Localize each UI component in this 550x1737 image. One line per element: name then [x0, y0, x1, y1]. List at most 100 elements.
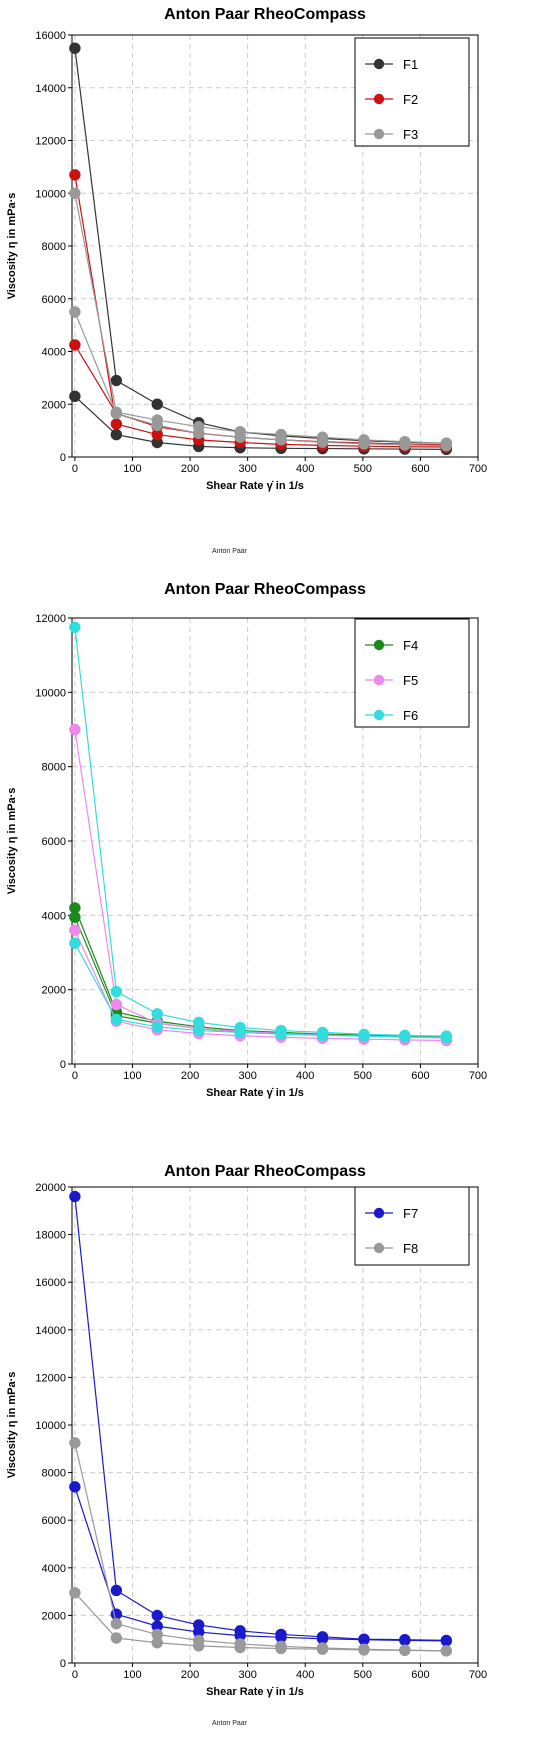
legend: F7 F8: [354, 1186, 470, 1266]
series-line: [74, 174, 447, 448]
y-axis-label: Viscosity η in mPa·s: [6, 1372, 18, 1479]
legend-marker: [373, 1242, 385, 1254]
y-tick-label: 12000: [35, 1372, 66, 1384]
legend-label: F2: [403, 92, 418, 107]
x-tick-label: 600: [411, 1070, 429, 1082]
y-tick-label: 2000: [42, 399, 66, 411]
data-point: [234, 1641, 246, 1654]
x-tick-label: 200: [181, 1070, 199, 1082]
legend-label: F7: [403, 1206, 418, 1221]
y-tick-label: 4000: [42, 347, 66, 359]
legend-label: F8: [403, 1241, 418, 1256]
legend: F1 F2 F3: [354, 37, 470, 147]
data-point: [69, 187, 81, 199]
x-tick-label: 500: [354, 1070, 372, 1082]
legend-label: F3: [403, 127, 418, 142]
chart-panel-1: Anton Paar RheoCompass 0 100 200 300 400 500 6…: [0, 0, 550, 575]
data-point: [69, 306, 81, 318]
y-tick-label: 2000: [42, 1610, 66, 1622]
x-tick-label: 700: [469, 1070, 487, 1082]
series-F2: [69, 169, 453, 453]
y-tick-label: 12000: [35, 613, 66, 625]
y-tick-label: 10000: [35, 1420, 66, 1432]
legend-marker: [373, 128, 385, 140]
chart-title: Anton Paar RheoCompass: [164, 6, 366, 23]
data-point: [110, 418, 123, 430]
series-F7: [69, 1190, 453, 1647]
data-point: [69, 937, 81, 949]
series-line: [74, 1486, 447, 1642]
legend-marker: [373, 58, 385, 70]
x-axis-label: Shear Rate γ̇ in 1/s: [206, 1686, 304, 1698]
y-axis-label: Viscosity η in mPa·s: [6, 788, 18, 895]
data-point: [69, 339, 81, 351]
y-tick-label: 16000: [35, 30, 66, 42]
data-point: [234, 431, 246, 443]
x-tick-label: 0: [72, 1669, 78, 1681]
y-tick-label: 6000: [42, 1515, 66, 1527]
x-tick-label: 600: [411, 463, 429, 475]
legend-marker: [373, 1207, 385, 1219]
data-point: [192, 1640, 205, 1652]
data-point: [69, 169, 81, 181]
data-point: [358, 438, 370, 450]
data-point: [399, 1031, 411, 1043]
y-tick-label: 0: [60, 1059, 66, 1071]
x-tick-label: 400: [296, 1070, 314, 1082]
x-tick-label: 700: [469, 463, 487, 475]
x-tick-label: 100: [123, 1669, 141, 1681]
series-line: [74, 1442, 447, 1652]
data-point: [69, 1437, 81, 1449]
data-point: [440, 439, 453, 452]
chart-title: Anton Paar RheoCompass: [164, 1163, 366, 1180]
data-point: [275, 1642, 287, 1655]
data-point: [69, 1190, 81, 1203]
chart-3-svg: 0 100 200 300 400 500 600 700 0 2000 4000 6000 8000 1…: [6, 1182, 487, 1698]
y-axis-label: Viscosity η in mPa·s: [6, 193, 18, 300]
data-point: [440, 1031, 453, 1044]
data-point: [69, 911, 81, 923]
data-point: [358, 1030, 370, 1042]
x-tick-label: 300: [238, 1070, 256, 1082]
series-line: [74, 942, 447, 1039]
data-point: [275, 1028, 287, 1040]
data-point: [192, 1024, 205, 1037]
chart-1-svg: 0 100 200 300 400 500 600 700 0 2000 4000 6000 8000 1…: [6, 30, 487, 492]
y-tick-label: 10000: [35, 188, 66, 200]
x-tick-label: 100: [123, 463, 141, 475]
data-point: [110, 1632, 123, 1644]
data-point: [69, 924, 81, 936]
legend-label: F4: [403, 638, 418, 653]
legend-label: F5: [403, 673, 418, 688]
legend-label: F6: [403, 708, 418, 723]
y-tick-label: 14000: [35, 83, 66, 95]
y-tick-label: 8000: [42, 1468, 66, 1480]
x-tick-label: 200: [181, 463, 199, 475]
y-tick-label: 10000: [35, 687, 66, 699]
data-point: [110, 407, 123, 420]
data-point: [151, 1021, 163, 1033]
data-point: [399, 1634, 411, 1647]
x-tick-label: 500: [354, 463, 372, 475]
y-tick-label: 18000: [35, 1230, 66, 1242]
data-point: [151, 1637, 163, 1649]
y-tick-label: 0: [60, 1658, 66, 1670]
y-tick-label: 0: [60, 452, 66, 464]
y-tick-label: 4000: [42, 1563, 66, 1575]
y-tick-label: 8000: [42, 762, 66, 774]
x-axis-label: Shear Rate γ̇ in 1/s: [206, 1087, 304, 1099]
y-tick-label: 14000: [35, 1325, 66, 1337]
legend-box: [354, 1186, 470, 1266]
legend-box: [354, 618, 470, 728]
chart-title: Anton Paar RheoCompass: [164, 581, 366, 598]
data-point: [110, 374, 123, 387]
data-point: [358, 1633, 370, 1646]
series-line: [74, 729, 447, 1039]
series-F6: [69, 621, 453, 1044]
data-point: [69, 42, 81, 54]
legend-marker: [373, 639, 385, 651]
series-line: [74, 344, 447, 446]
data-point: [69, 1481, 81, 1493]
chart-panel-3: Anton Paar RheoCompass 0 100 200 300 400 500 6…: [0, 1157, 550, 1737]
x-tick-label: 400: [296, 463, 314, 475]
